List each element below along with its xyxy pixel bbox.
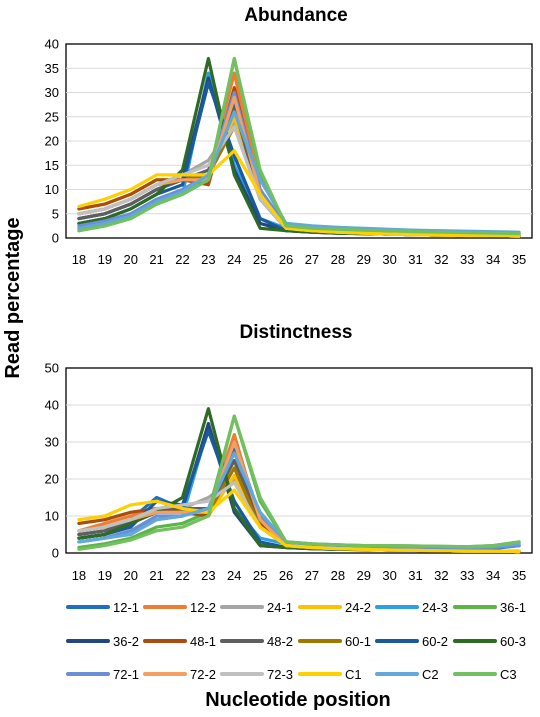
legend-label: 72-1 bbox=[113, 667, 139, 682]
x-tick-label: 30 bbox=[382, 252, 396, 267]
x-tick-label: 27 bbox=[305, 568, 319, 583]
legend-label: 24-1 bbox=[267, 600, 293, 615]
x-tick-label: 19 bbox=[98, 252, 112, 267]
legend-label: C1 bbox=[345, 667, 362, 682]
x-tick-label: 35 bbox=[512, 568, 526, 583]
y-tick-label: 10 bbox=[45, 182, 59, 197]
series-line-C1 bbox=[77, 488, 521, 554]
x-tick-label: 30 bbox=[382, 568, 396, 583]
y-tick-label: 20 bbox=[45, 472, 59, 487]
abundance-chart: 0 5 10 15 20 25 30 35 40 18 19 20 21 22 23 24 25 26 27 28 29… bbox=[45, 37, 533, 267]
y-tick-label: 40 bbox=[45, 37, 59, 52]
x-tick-label: 24 bbox=[227, 568, 241, 583]
y-tick-label: 10 bbox=[45, 509, 59, 524]
x-tick-label: 31 bbox=[408, 568, 422, 583]
x-tick-label: 28 bbox=[331, 252, 345, 267]
x-tick-label: 34 bbox=[486, 568, 500, 583]
x-tick-label: 20 bbox=[123, 568, 137, 583]
y-tick-label: 5 bbox=[52, 206, 59, 221]
x-tick-label: 29 bbox=[356, 252, 370, 267]
x-tick-label: 23 bbox=[201, 252, 215, 267]
legend-label: 72-2 bbox=[190, 667, 216, 682]
x-tick-label: 26 bbox=[279, 252, 293, 267]
legend-label: 24-3 bbox=[422, 600, 448, 615]
x-tick-label: 25 bbox=[253, 252, 267, 267]
x-tick-label: 20 bbox=[123, 252, 137, 267]
x-tick-label: 31 bbox=[408, 252, 422, 267]
y-axis-title: Read percentage bbox=[2, 217, 24, 378]
chart-title-distinctness: Distinctness bbox=[240, 322, 353, 343]
legend-label: C3 bbox=[500, 667, 517, 682]
x-tick-label: 21 bbox=[149, 252, 163, 267]
legend-label: 24-2 bbox=[345, 600, 371, 615]
legend-label: 48-2 bbox=[267, 634, 293, 649]
legend-label: 48-1 bbox=[190, 634, 216, 649]
x-tick-label: 18 bbox=[72, 568, 86, 583]
y-tick-label: 20 bbox=[45, 134, 59, 149]
series-line-C3 bbox=[77, 414, 521, 551]
x-axis-title: Nucleotide position bbox=[205, 689, 391, 711]
x-tick-label: 27 bbox=[305, 252, 319, 267]
x-tick-label: 35 bbox=[512, 252, 526, 267]
y-tick-label: 15 bbox=[45, 158, 59, 173]
legend-label: 12-1 bbox=[113, 600, 139, 615]
x-tick-label: 22 bbox=[175, 252, 189, 267]
x-tick-label: 33 bbox=[460, 568, 474, 583]
x-tick-label: 21 bbox=[149, 568, 163, 583]
legend-label: 12-2 bbox=[190, 600, 216, 615]
plot-area bbox=[65, 367, 533, 554]
y-tick-label: 25 bbox=[45, 109, 59, 124]
x-tick-label: 32 bbox=[434, 252, 448, 267]
legend-label: 72-3 bbox=[267, 667, 293, 682]
x-tick-label: 32 bbox=[434, 568, 448, 583]
legend-label: 60-2 bbox=[422, 634, 448, 649]
series-line-C1 bbox=[77, 149, 521, 238]
distinctness-chart: 0 10 20 30 40 50 18 19 20 21 22 23 24 25 26 27 28 29 30 31 3… bbox=[45, 361, 533, 583]
y-tick-label: 0 bbox=[52, 546, 59, 561]
legend: 12-1 12-2 24-1 24-2 24-3 36-1 36-2 48-1 48-2 60-1… bbox=[66, 600, 526, 682]
x-tick-label: 24 bbox=[227, 252, 241, 267]
chart-title-abundance: Abundance bbox=[244, 5, 347, 26]
x-tick-label: 26 bbox=[279, 568, 293, 583]
legend-label: C2 bbox=[422, 667, 439, 682]
x-tick-label: 22 bbox=[175, 568, 189, 583]
x-tick-label: 28 bbox=[331, 568, 345, 583]
y-tick-label: 30 bbox=[45, 435, 59, 450]
y-tick-label: 50 bbox=[45, 361, 59, 376]
x-tick-label: 34 bbox=[486, 252, 500, 267]
y-tick-label: 30 bbox=[45, 85, 59, 100]
x-tick-label: 25 bbox=[253, 568, 267, 583]
y-tick-label: 35 bbox=[45, 61, 59, 76]
x-tick-label: 18 bbox=[72, 252, 86, 267]
legend-label: 36-2 bbox=[113, 634, 139, 649]
legend-label: 60-1 bbox=[345, 634, 371, 649]
x-tick-label: 33 bbox=[460, 252, 474, 267]
legend-label: 60-3 bbox=[500, 634, 526, 649]
legend-label: 36-1 bbox=[500, 600, 526, 615]
x-tick-label: 29 bbox=[356, 568, 370, 583]
y-tick-label: 40 bbox=[45, 398, 59, 413]
series-line-C3 bbox=[77, 56, 521, 236]
x-tick-label: 23 bbox=[201, 568, 215, 583]
x-tick-label: 19 bbox=[98, 568, 112, 583]
y-tick-label: 0 bbox=[52, 231, 59, 246]
